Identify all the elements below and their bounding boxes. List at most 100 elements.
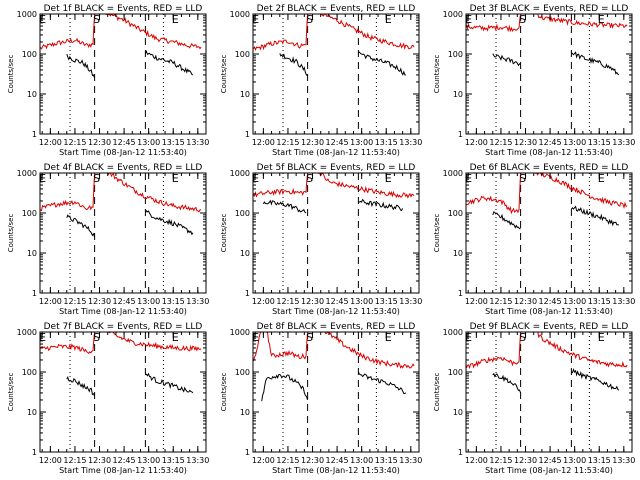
events-series-line — [261, 373, 309, 402]
events-series-line — [492, 53, 521, 67]
lld-series-line — [40, 14, 202, 50]
events-series-line — [492, 211, 521, 230]
x-tick-label: 12:00 — [465, 297, 488, 306]
y-axis-label: Counts/sec — [7, 373, 15, 412]
panel-title: Det 3f BLACK = Events, RED = LLD — [470, 4, 629, 14]
panel-title: Det 6f BLACK = Events, RED = LLD — [470, 163, 629, 173]
x-tick-label: 12:30 — [301, 297, 324, 306]
x-tick-label: 13:30 — [612, 456, 635, 465]
x-tick-label: 12:00 — [252, 138, 275, 147]
panel-title: Det 9f BLACK = Events, RED = LLD — [470, 322, 629, 332]
x-tick-label: 12:00 — [39, 297, 62, 306]
x-tick-label: 12:15 — [63, 456, 86, 465]
y-axis-label: Counts/sec — [433, 214, 441, 253]
y-tick-label: 1000 — [230, 328, 250, 337]
y-axis-label: Counts/sec — [220, 55, 228, 94]
panel-title: Det 8f BLACK = Events, RED = LLD — [257, 322, 416, 332]
marker-label-e: E — [252, 13, 259, 26]
marker-label-e: E — [385, 172, 392, 185]
y-axis-label: Counts/sec — [433, 55, 441, 94]
y-tick-label: 100 — [235, 209, 250, 218]
x-tick-label: 12:00 — [252, 297, 275, 306]
panel-title: Det 7f BLACK = Events, RED = LLD — [44, 322, 203, 332]
axes-frame — [39, 13, 207, 135]
marker-label-s: S — [306, 13, 313, 26]
x-tick-label: 12:15 — [489, 297, 512, 306]
panel-det-7: Det 7f BLACK = Events, RED = LLD 1 10 100 10… — [7, 322, 209, 475]
panel-title: Det 5f BLACK = Events, RED = LLD — [257, 163, 416, 173]
x-tick-label: 13:00 — [137, 456, 160, 465]
y-tick-label: 1000 — [230, 10, 250, 19]
marker-label-e: E — [598, 13, 605, 26]
marker-label-s: S — [519, 172, 526, 185]
x-tick-label: 12:15 — [489, 138, 512, 147]
axes-frame — [39, 172, 207, 294]
marker-label-s: S — [519, 331, 526, 344]
axes-frame — [252, 331, 420, 453]
x-axis-label: Start Time (08-Jan-12 11:53:40) — [59, 148, 187, 157]
x-tick-label: 12:30 — [301, 138, 324, 147]
y-tick-label: 100 — [235, 368, 250, 377]
marker-label-s: S — [306, 172, 313, 185]
y-tick-label: 10 — [27, 408, 37, 417]
y-axis-label: Counts/sec — [220, 373, 228, 412]
x-tick-label: 12:15 — [63, 297, 86, 306]
plot-area — [466, 332, 628, 394]
y-tick-label: 10 — [27, 90, 37, 99]
x-tick-label: 13:00 — [137, 138, 160, 147]
events-series-line — [492, 372, 522, 394]
x-axis-label: Start Time (08-Jan-12 11:53:40) — [272, 148, 400, 157]
x-tick-label: 12:45 — [326, 138, 349, 147]
x-axis-label: Start Time (08-Jan-12 11:53:40) — [485, 466, 613, 475]
lld-series-line — [253, 173, 415, 199]
x-tick-label: 13:15 — [162, 456, 185, 465]
panel-det-2: Det 2f BLACK = Events, RED = LLD 1 10 100 10… — [220, 4, 422, 157]
y-axis-label: Counts/sec — [220, 214, 228, 253]
panel-title: Det 2f BLACK = Events, RED = LLD — [257, 4, 416, 14]
x-tick-label: 12:00 — [465, 138, 488, 147]
y-tick-label: 1 — [245, 289, 250, 298]
plot-area — [466, 173, 628, 230]
events-series-line — [145, 372, 194, 394]
x-tick-label: 12:45 — [539, 456, 562, 465]
marker-label-e: E — [385, 331, 392, 344]
marker-label-s: S — [93, 172, 100, 185]
x-tick-label: 12:15 — [489, 456, 512, 465]
y-tick-label: 100 — [235, 50, 250, 59]
x-tick-label: 12:30 — [88, 456, 111, 465]
y-tick-label: 1 — [245, 130, 250, 139]
x-tick-label: 12:15 — [63, 138, 86, 147]
y-tick-label: 10 — [453, 90, 463, 99]
x-tick-label: 13:30 — [612, 138, 635, 147]
y-tick-label: 1000 — [443, 169, 463, 178]
marker-label-e: E — [252, 172, 259, 185]
y-tick-label: 1 — [32, 130, 37, 139]
panel-det-1: Det 1f BLACK = Events, RED = LLD 1 10 100 10… — [7, 4, 209, 157]
marker-label-s: S — [93, 331, 100, 344]
lld-series-line — [466, 332, 628, 369]
x-tick-label: 13:30 — [399, 297, 422, 306]
x-tick-label: 12:45 — [113, 138, 136, 147]
x-tick-label: 13:30 — [186, 456, 209, 465]
marker-label-e: E — [465, 13, 472, 26]
events-series-line — [144, 209, 194, 236]
y-tick-label: 1000 — [17, 10, 37, 19]
marker-label-e: E — [172, 172, 179, 185]
y-axis-label: Counts/sec — [7, 55, 15, 94]
marker-label-s: S — [519, 13, 526, 26]
panel-title: Det 4f BLACK = Events, RED = LLD — [44, 163, 203, 173]
x-axis-label: Start Time (08-Jan-12 11:53:40) — [272, 307, 400, 316]
y-tick-label: 10 — [453, 249, 463, 258]
events-series-line — [144, 50, 194, 76]
x-tick-label: 12:30 — [514, 456, 537, 465]
marker-label-e: E — [598, 331, 605, 344]
y-tick-label: 100 — [22, 50, 37, 59]
marker-label-s: S — [93, 13, 100, 26]
marker-label-e: E — [39, 13, 46, 26]
lld-series-line — [253, 14, 415, 52]
x-tick-label: 13:30 — [186, 297, 209, 306]
x-tick-label: 12:45 — [113, 297, 136, 306]
axes-frame — [465, 172, 633, 294]
events-series-line — [66, 53, 96, 79]
